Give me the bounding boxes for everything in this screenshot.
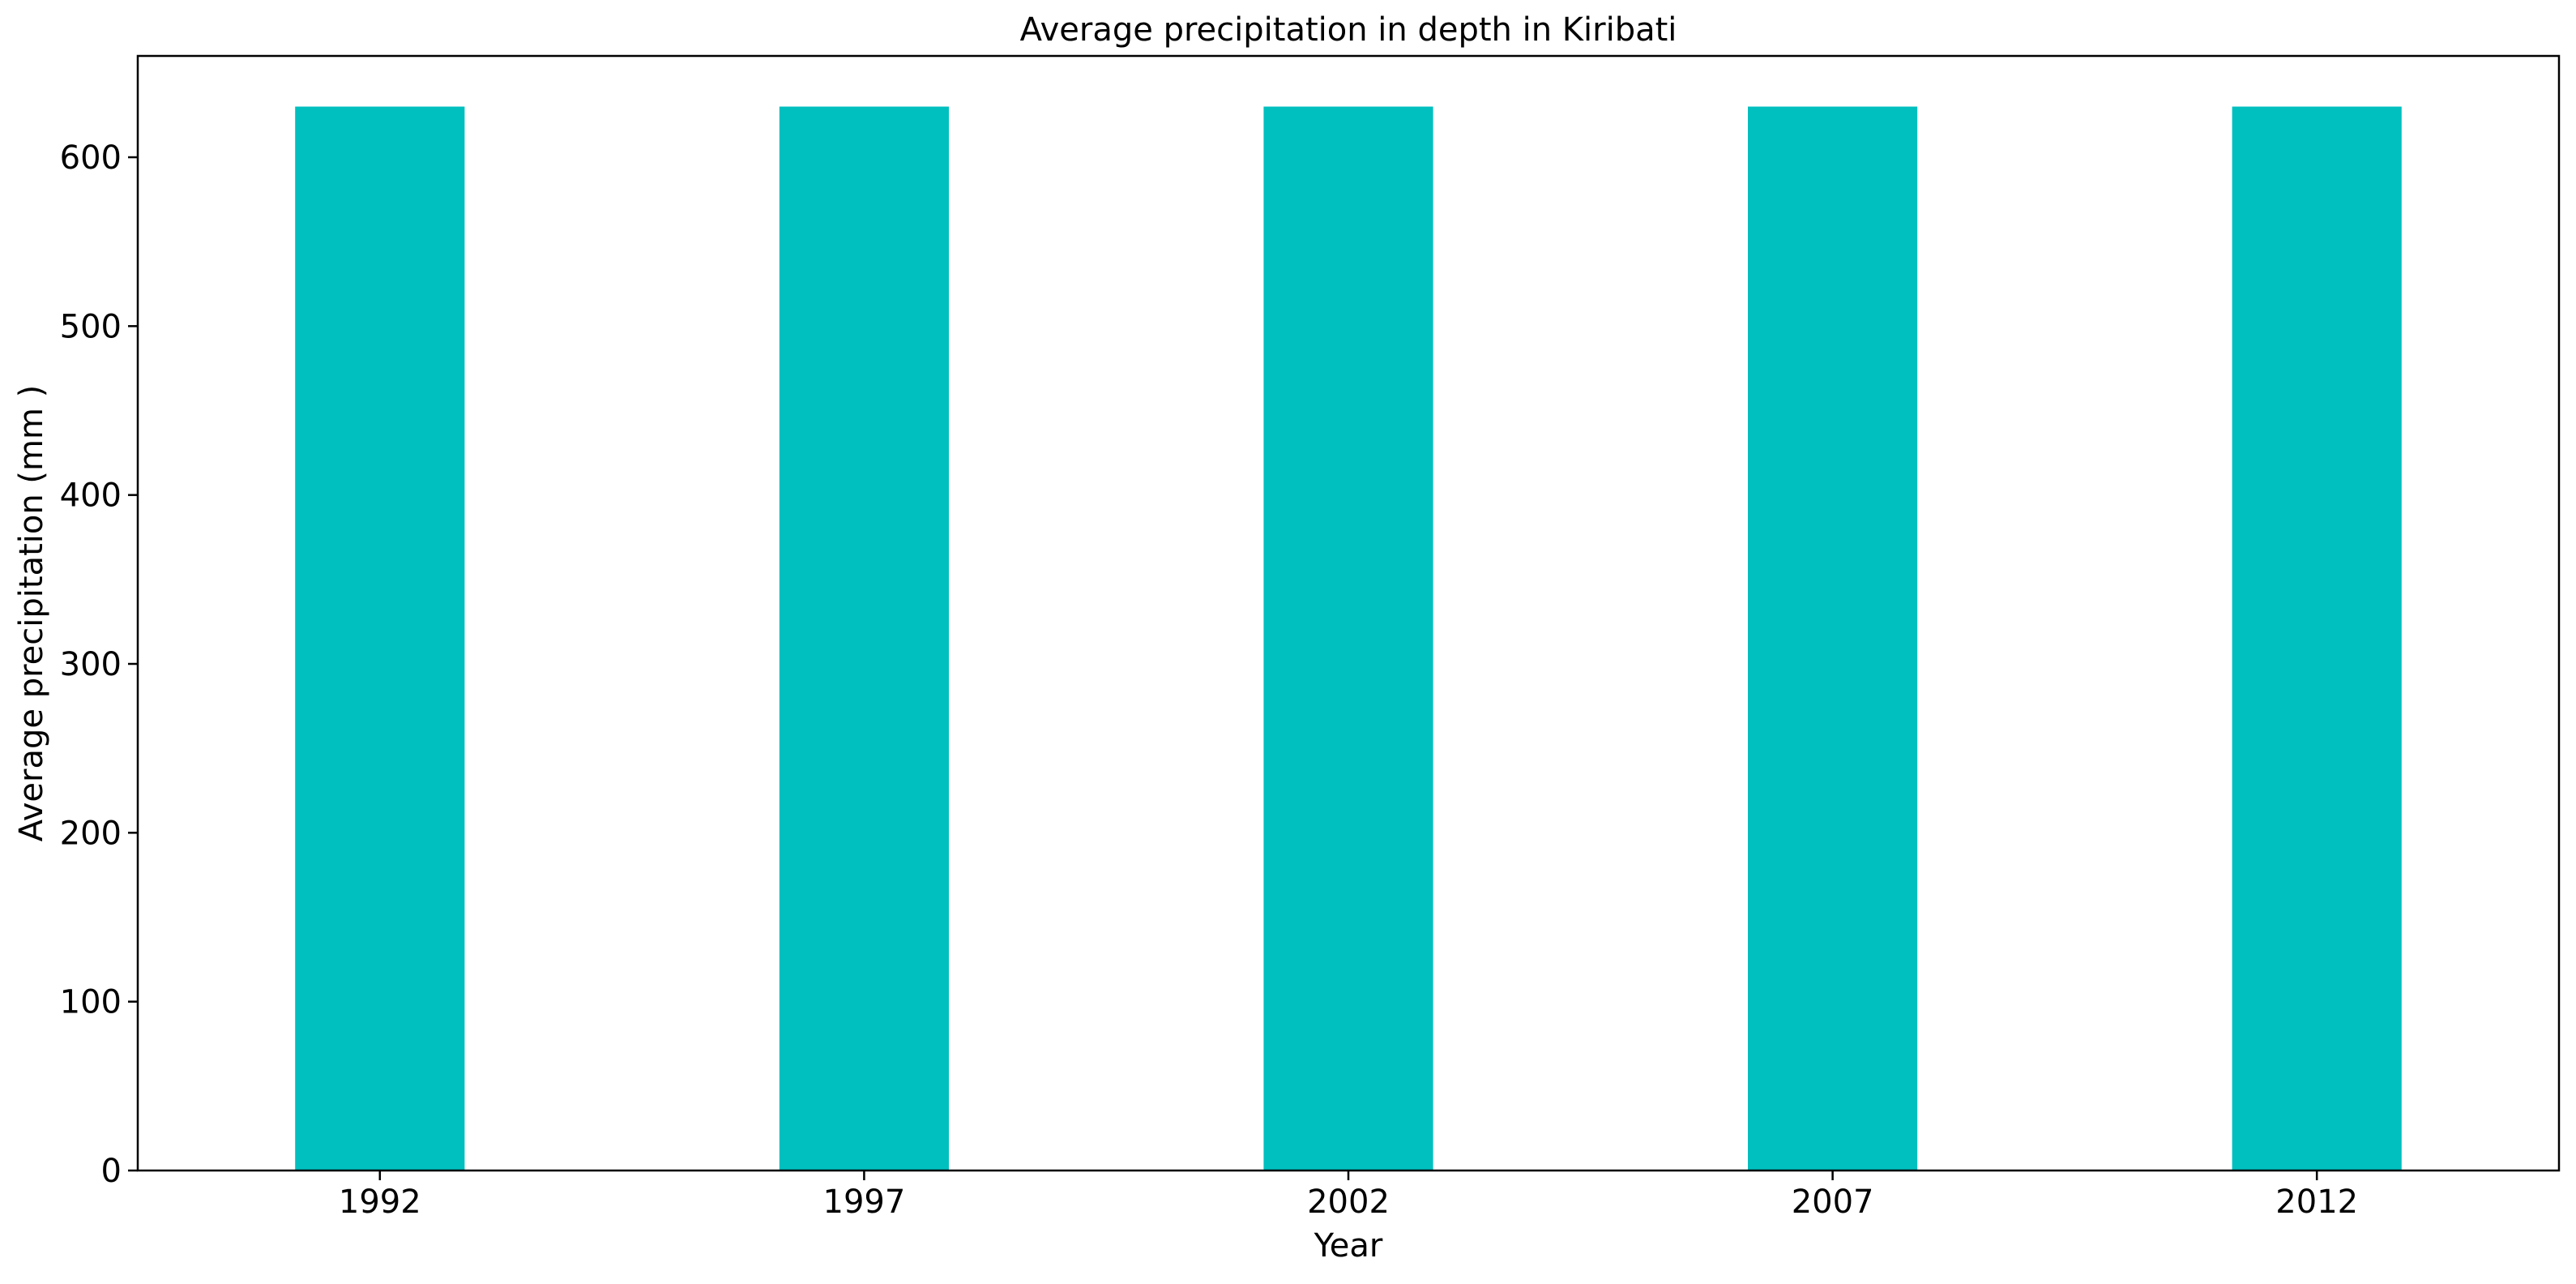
bars-layer bbox=[295, 106, 2402, 1171]
y-tick-label: 600 bbox=[60, 139, 122, 177]
x-tick-label: 2002 bbox=[1307, 1183, 1390, 1221]
y-axis: 0 100 200 300 400 500 600 bbox=[60, 139, 138, 1190]
x-axis: 1992 1997 2002 2007 2012 bbox=[339, 1171, 2358, 1221]
x-tick-label: 1992 bbox=[339, 1183, 421, 1221]
bar-2012 bbox=[2232, 106, 2402, 1171]
y-tick-label: 400 bbox=[60, 477, 122, 515]
bar-2002 bbox=[1263, 106, 1433, 1171]
x-tick-label: 2012 bbox=[2275, 1183, 2358, 1221]
y-tick-label: 0 bbox=[101, 1153, 122, 1190]
bar-1992 bbox=[295, 106, 465, 1171]
y-tick-label: 300 bbox=[60, 646, 122, 683]
x-tick-label: 1997 bbox=[823, 1183, 906, 1221]
y-axis-label: Average precipitation (mm ) bbox=[13, 385, 50, 842]
y-tick-label: 500 bbox=[60, 308, 122, 345]
chart-title: Average precipitation in depth in Kiriba… bbox=[1020, 11, 1677, 49]
y-tick-label: 200 bbox=[60, 815, 122, 852]
y-tick-label: 100 bbox=[60, 984, 122, 1021]
bar-1997 bbox=[779, 106, 949, 1171]
x-tick-label: 2007 bbox=[1792, 1183, 1874, 1221]
x-axis-label: Year bbox=[1314, 1227, 1383, 1265]
bar-2007 bbox=[1748, 106, 1918, 1171]
